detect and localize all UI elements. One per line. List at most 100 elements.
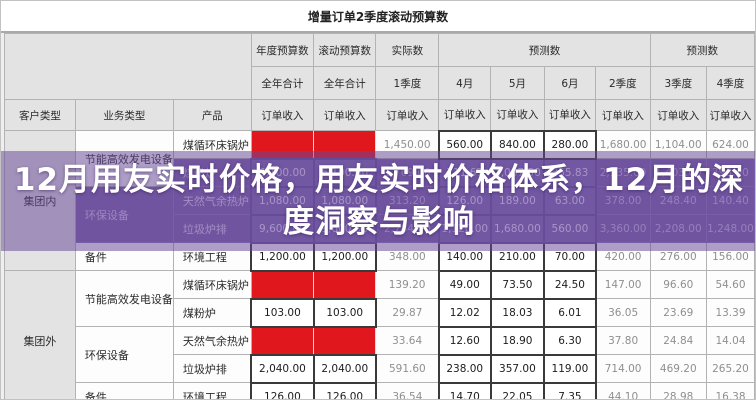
cell-actual-q1[interactable]: 2,784.00 [375, 214, 440, 243]
header-measure: 订单收入 [490, 99, 545, 131]
cell-month-may[interactable]: 18.03 [489, 297, 546, 328]
product-label: 环境工程 [172, 242, 252, 271]
cell-month-may[interactable]: 357.00 [489, 353, 546, 384]
cell-q4[interactable]: 156.00 [705, 242, 755, 271]
cell-q3[interactable]: 28.98 [649, 382, 707, 399]
cell-rolling-budget-alert[interactable] [313, 270, 377, 299]
cell-month-jun[interactable]: 7.35 [543, 381, 597, 399]
cell-month-apr[interactable]: 12.02 [437, 297, 492, 328]
cell-actual-q1[interactable]: 36.54 [375, 382, 440, 399]
cell-q3[interactable]: 469.20 [649, 354, 707, 383]
cell-q3[interactable]: 1,403.00 [649, 158, 707, 187]
cell-month-apr[interactable]: 560.00 [437, 129, 492, 160]
cell-month-jun[interactable]: 560.00 [543, 213, 597, 244]
cell-q4[interactable]: 16.38 [705, 382, 755, 399]
cell-month-apr[interactable]: 238.00 [437, 353, 492, 384]
cell-q2[interactable]: 714.00 [595, 354, 651, 383]
cell-annual-budget[interactable]: 6,100.00 [250, 157, 315, 188]
cell-rolling-budget-alert[interactable] [313, 130, 377, 159]
cell-q2[interactable]: 378.00 [595, 186, 651, 215]
cell-rolling-budget[interactable]: 9,600.00 [312, 213, 377, 244]
cell-actual-q1[interactable]: 1,769.00 [375, 158, 440, 187]
cell-month-apr[interactable]: 12.60 [437, 325, 492, 356]
cell-q4[interactable]: 54.60 [705, 270, 755, 299]
cell-month-jun[interactable]: 119.00 [543, 353, 597, 384]
cell-q2[interactable]: 36.05 [595, 298, 651, 327]
cell-month-may[interactable]: 840.00 [489, 129, 546, 160]
cell-month-jun[interactable]: 70.00 [543, 241, 597, 272]
product-label: 环境工程 [172, 382, 252, 399]
cell-q2[interactable]: 2,135.00 [595, 158, 651, 187]
cell-actual-q1[interactable]: 1,450.00 [375, 130, 440, 159]
cell-q4[interactable]: 1,248.00 [705, 214, 755, 243]
cell-month-jun[interactable]: 24.50 [543, 269, 597, 300]
cell-month-may[interactable]: 210.00 [489, 241, 546, 272]
cell-q2[interactable]: 3,360.00 [595, 214, 651, 243]
cell-q4[interactable]: 14.04 [705, 326, 755, 355]
cell-q4[interactable]: 624.00 [705, 130, 755, 159]
cell-q4[interactable]: 13.39 [705, 298, 755, 327]
cell-month-may[interactable]: 189.00 [489, 185, 546, 216]
cell-month-jun[interactable]: 355.83 [543, 157, 597, 188]
header-q4: 4季度 [705, 66, 755, 100]
cell-annual-budget-alert[interactable] [250, 270, 315, 299]
cell-q4[interactable]: 793.00 [705, 158, 755, 187]
cell-q2[interactable]: 44.10 [595, 382, 651, 399]
cell-q3[interactable]: 23.69 [649, 298, 707, 327]
product-label: 垃圾炉排 [172, 214, 252, 243]
cell-month-apr[interactable]: 140.00 [437, 241, 492, 272]
header-blank-corner [4, 33, 252, 100]
cell-rolling-budget[interactable]: 1,080.00 [312, 185, 377, 216]
cell-q3[interactable]: 248.40 [649, 186, 707, 215]
cell-annual-budget[interactable]: 126.00 [250, 381, 315, 399]
cell-actual-q1[interactable]: 313.20 [375, 186, 440, 215]
cell-month-may[interactable]: 18.90 [489, 325, 546, 356]
cell-month-apr[interactable]: 711.67 [437, 157, 492, 188]
cell-annual-budget[interactable]: 1,200.00 [250, 241, 315, 272]
cell-q2[interactable]: 147.00 [595, 270, 651, 299]
cell-month-apr[interactable]: 14.70 [437, 381, 492, 399]
cell-rolling-budget[interactable]: 2,040.00 [312, 353, 377, 384]
cell-month-jun[interactable]: 6.01 [543, 297, 597, 328]
cell-q3[interactable]: 96.60 [649, 270, 707, 299]
cell-q3[interactable]: 24.84 [649, 326, 707, 355]
cell-rolling-budget-alert[interactable] [313, 326, 377, 355]
cell-month-jun[interactable]: 280.00 [543, 129, 597, 160]
cell-rolling-budget[interactable]: 1,200.00 [312, 241, 377, 272]
cell-actual-q1[interactable]: 591.60 [375, 354, 440, 383]
cell-annual-budget-alert[interactable] [250, 130, 315, 159]
cell-actual-q1[interactable]: 139.20 [375, 270, 440, 299]
cell-month-may[interactable]: 73.50 [489, 269, 546, 300]
cell-month-jun[interactable]: 63.00 [543, 185, 597, 216]
cell-annual-budget[interactable]: 103.00 [250, 297, 315, 328]
cell-rolling-budget[interactable]: 103.00 [312, 297, 377, 328]
cell-q2[interactable]: 420.00 [595, 242, 651, 271]
cell-q2[interactable]: 37.80 [595, 326, 651, 355]
cell-annual-budget[interactable]: 1,080.00 [250, 185, 315, 216]
cell-actual-q1[interactable]: 348.00 [375, 242, 440, 271]
cell-month-may[interactable]: 22.05 [489, 381, 546, 399]
cell-annual-budget-alert[interactable] [250, 326, 315, 355]
cell-actual-q1[interactable]: 29.87 [375, 298, 440, 327]
cell-q4[interactable]: 265.20 [705, 354, 755, 383]
cell-annual-budget[interactable]: 9,600.00 [250, 213, 315, 244]
cell-actual-q1[interactable]: 33.64 [375, 326, 440, 355]
cell-month-apr[interactable]: 49.00 [437, 269, 492, 300]
cell-q3[interactable]: 2,208.00 [649, 214, 707, 243]
cell-q3[interactable]: 276.00 [649, 242, 707, 271]
cell-rolling-budget[interactable]: 6,100.00 [312, 157, 377, 188]
product-label: 煤循环床锅炉 [172, 270, 252, 299]
cell-month-jun[interactable]: 6.30 [543, 325, 597, 356]
cell-annual-budget[interactable]: 2,040.00 [250, 353, 315, 384]
header-measure: 订单收入 [375, 99, 440, 131]
header-business-type: 业务类型 [74, 99, 174, 131]
cell-rolling-budget[interactable]: 126.00 [312, 381, 377, 399]
cell-month-may[interactable]: 1,067.50 [489, 157, 546, 188]
cell-month-apr[interactable]: 1,120.00 [437, 213, 492, 244]
cell-month-may[interactable]: 1,680.00 [489, 213, 546, 244]
header-q3: 3季度 [649, 66, 707, 100]
cell-q4[interactable]: 140.40 [705, 186, 755, 215]
cell-month-apr[interactable]: 126.00 [437, 185, 492, 216]
cell-q3[interactable]: 1,104.00 [649, 130, 707, 159]
cell-q2[interactable]: 1,680.00 [595, 130, 651, 159]
